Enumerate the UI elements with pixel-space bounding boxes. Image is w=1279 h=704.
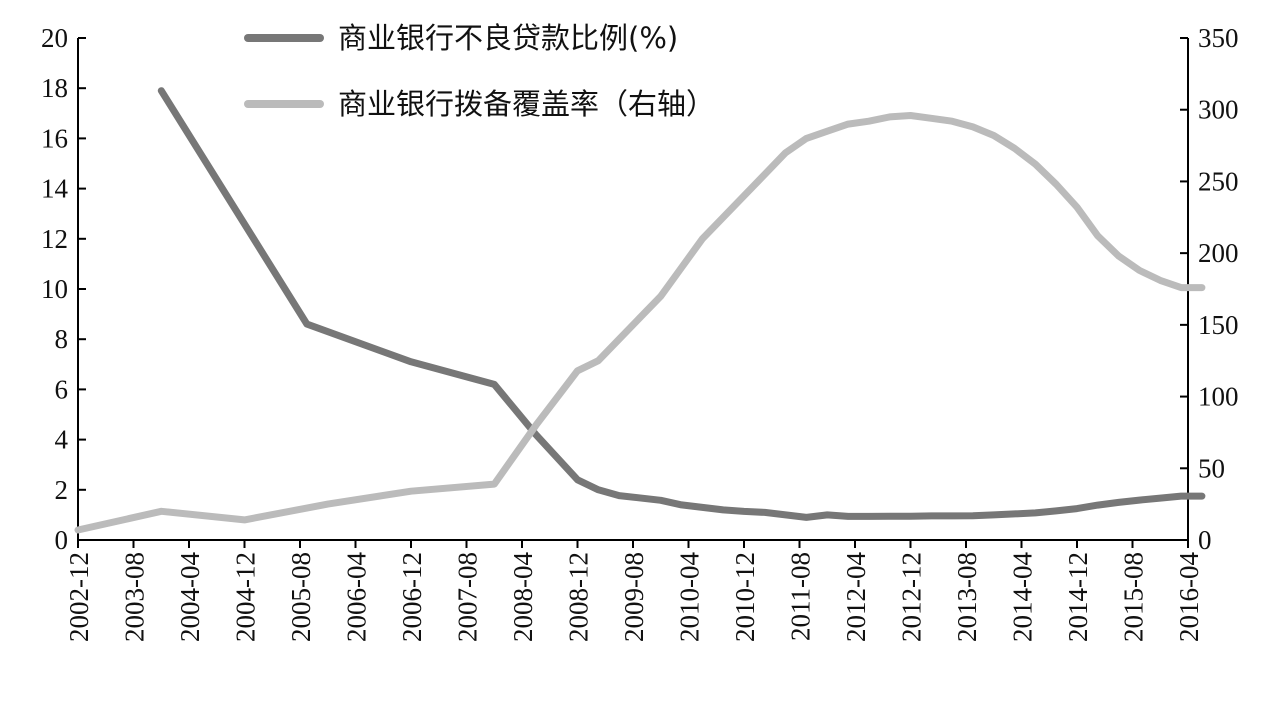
left-y-tick-label: 6 <box>55 374 69 404</box>
left-y-tick-label: 8 <box>55 324 69 354</box>
right-y-tick-label: 0 <box>1198 525 1212 555</box>
x-tick-label: 2006-12 <box>397 552 427 642</box>
series-layer <box>74 87 1206 534</box>
x-tick-label: 2004-12 <box>231 552 261 642</box>
x-tick-label: 2016-04 <box>1174 552 1204 642</box>
left-y-tick-label: 12 <box>41 224 68 254</box>
legend-label-provision-coverage: 商业银行拨备覆盖率（右轴） <box>338 87 715 121</box>
x-tick-label: 2010-04 <box>675 552 705 642</box>
x-tick-label: 2014-04 <box>1008 552 1038 642</box>
right-y-tick-label: 50 <box>1198 453 1225 483</box>
right-y-tick-label: 100 <box>1198 382 1239 412</box>
x-tick-label: 2005-08 <box>286 552 316 642</box>
left-y-tick-label: 4 <box>55 425 69 455</box>
right-y-tick-label: 250 <box>1198 166 1239 196</box>
x-tick-label: 2011-08 <box>786 552 816 641</box>
chart-axes: 0246810121416182005010015020025030035020… <box>41 23 1239 642</box>
right-y-tick-label: 150 <box>1198 310 1239 340</box>
left-y-tick-label: 14 <box>41 174 69 204</box>
right-y-tick-label: 300 <box>1198 95 1239 125</box>
x-tick-label: 2008-04 <box>508 552 538 642</box>
left-y-tick-label: 20 <box>41 23 68 53</box>
left-y-tick-label: 2 <box>55 475 69 505</box>
x-tick-label: 2006-04 <box>342 552 372 642</box>
series-line-npl-ratio <box>157 87 1206 521</box>
left-y-tick-label: 16 <box>41 123 68 153</box>
x-tick-label: 2008-12 <box>564 552 594 642</box>
x-tick-label: 2004-04 <box>175 552 205 642</box>
x-tick-label: 2003-08 <box>120 552 150 642</box>
x-tick-label: 2012-04 <box>841 552 871 642</box>
x-tick-label: 2013-08 <box>952 552 982 642</box>
right-y-tick-label: 200 <box>1198 238 1239 268</box>
x-tick-label: 2002-12 <box>64 552 94 642</box>
x-tick-label: 2009-08 <box>619 552 649 642</box>
x-tick-label: 2012-12 <box>897 552 927 642</box>
x-tick-label: 2015-08 <box>1119 552 1149 642</box>
x-tick-label: 2010-12 <box>730 552 760 642</box>
right-y-tick-label: 350 <box>1198 23 1239 53</box>
x-tick-label: 2007-08 <box>453 552 483 642</box>
legend-label-npl-ratio: 商业银行不良贷款比例(%) <box>338 21 678 55</box>
left-y-tick-label: 18 <box>41 73 68 103</box>
left-y-tick-label: 0 <box>55 525 69 555</box>
chart-legend: 商业银行不良贷款比例(%) 商业银行拨备覆盖率（右轴） <box>244 21 715 121</box>
x-tick-label: 2014-12 <box>1063 552 1093 642</box>
left-y-tick-label: 10 <box>41 274 68 304</box>
series-line-provision-coverage <box>74 112 1206 534</box>
